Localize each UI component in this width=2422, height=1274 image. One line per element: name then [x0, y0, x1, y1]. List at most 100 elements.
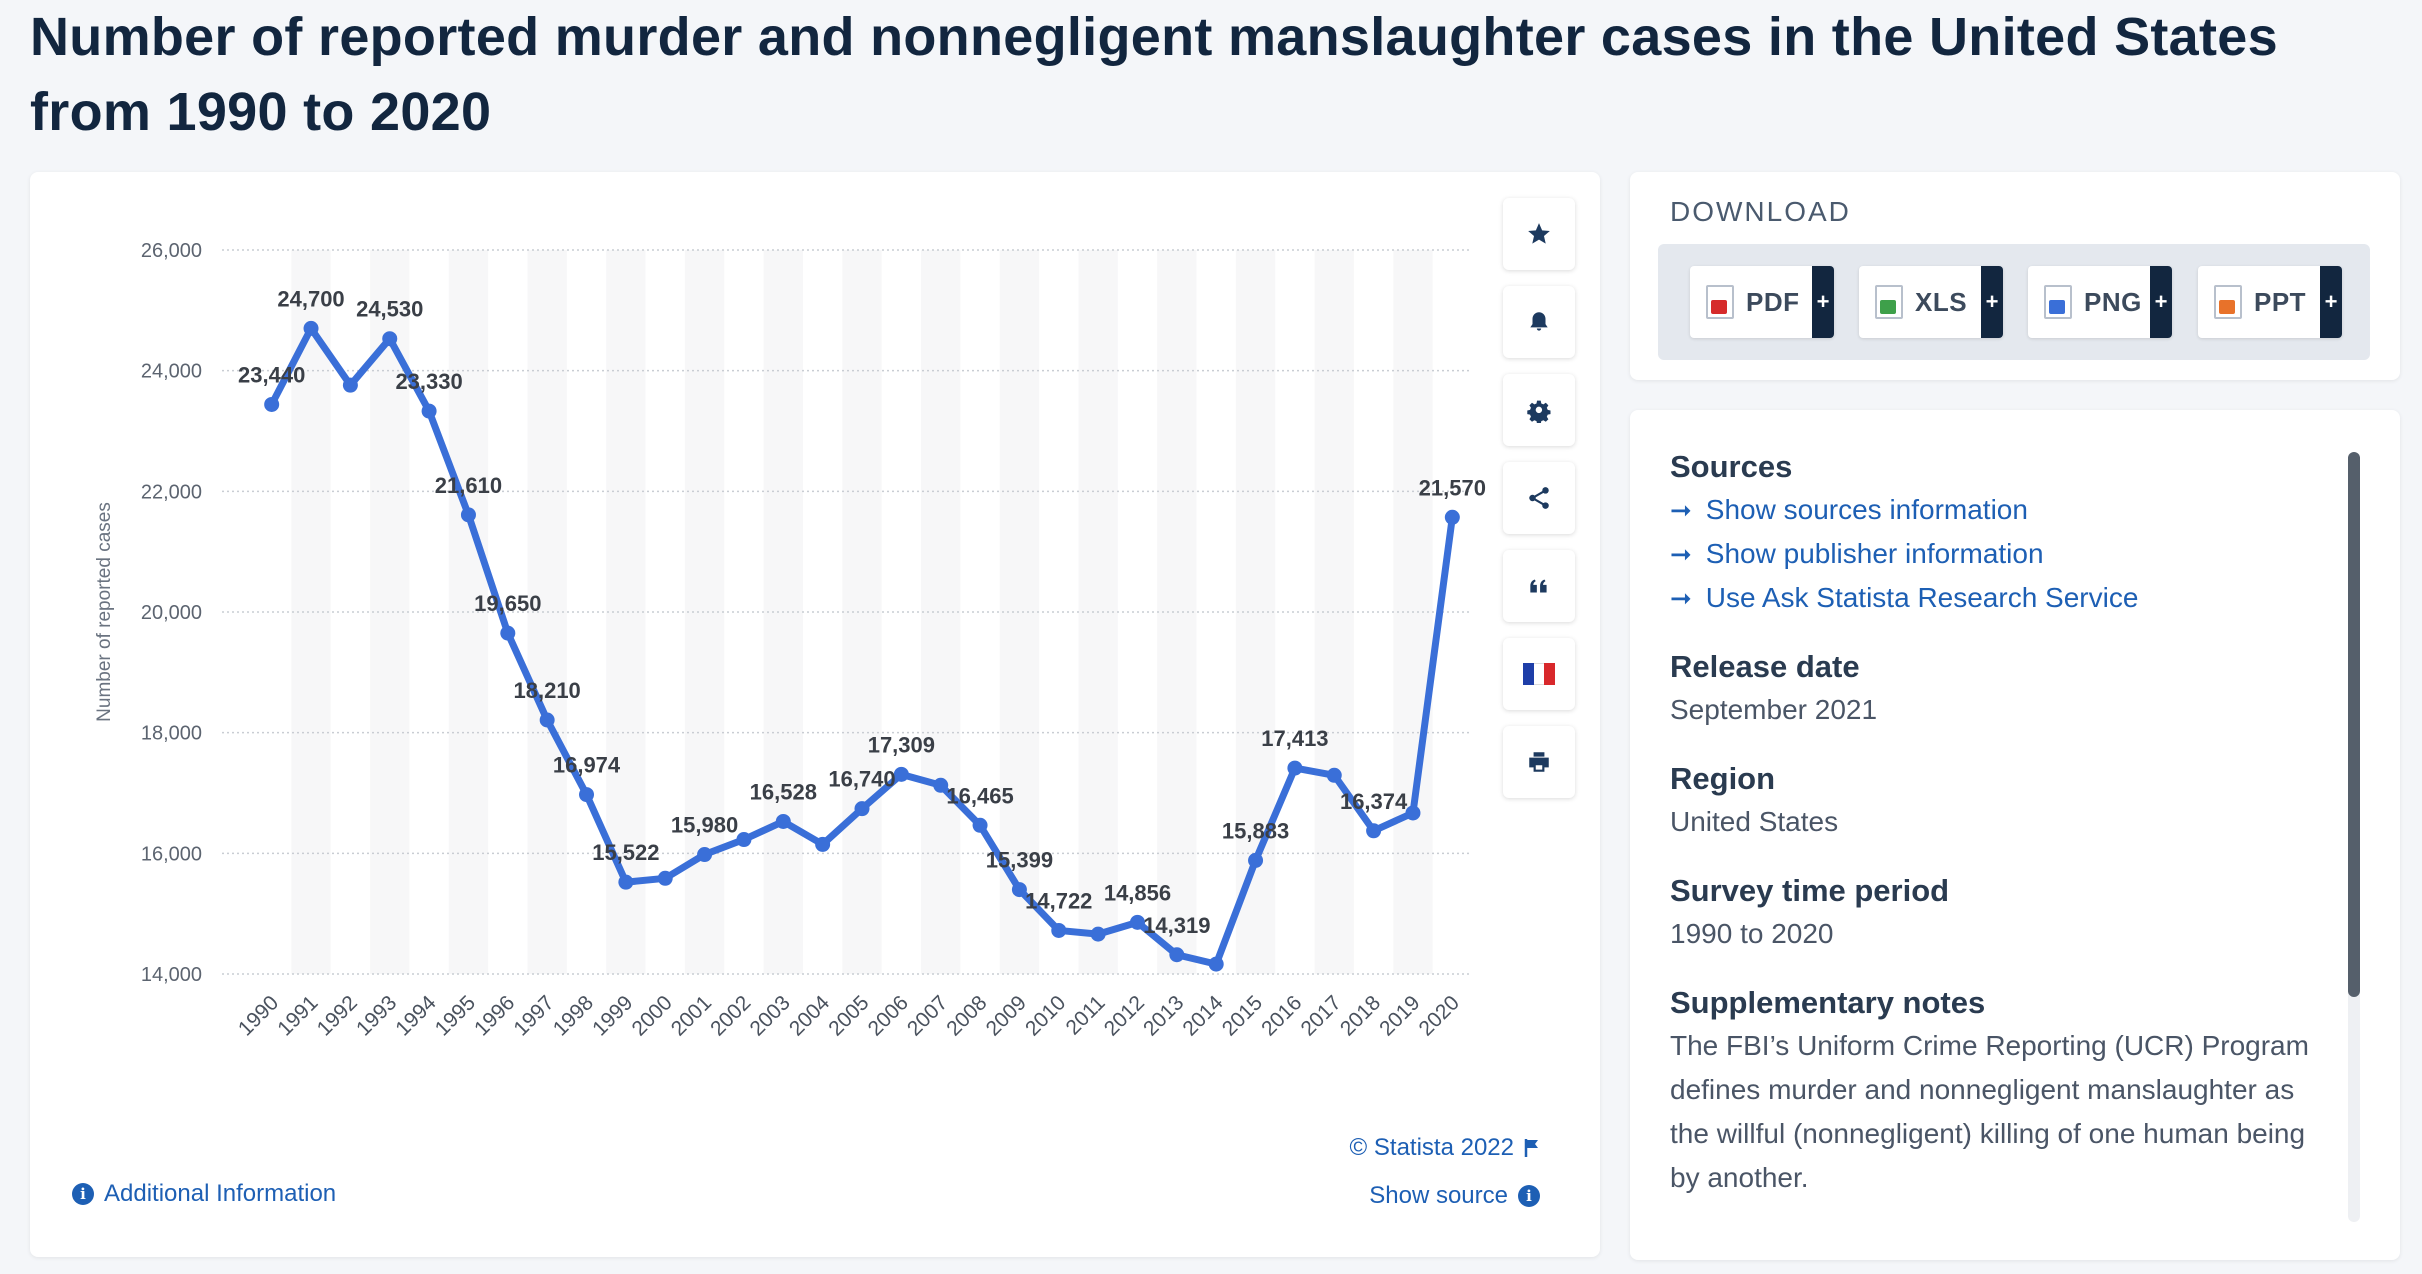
x-tick-label: 2004: [785, 991, 835, 1041]
y-tick-label: 20,000: [141, 602, 202, 624]
x-tick-label: 2019: [1375, 991, 1424, 1040]
x-tick-label: 1992: [313, 991, 362, 1040]
x-tick-label: 2001: [667, 991, 716, 1040]
statista-copyright[interactable]: © Statista 2022: [1350, 1134, 1540, 1162]
x-tick-label: 1997: [509, 991, 558, 1040]
data-label: 15,883: [1222, 818, 1289, 843]
sources-heading: Sources: [1670, 449, 1793, 484]
y-tick-label: 18,000: [141, 723, 202, 745]
download-title: DOWNLOAD: [1670, 196, 1851, 227]
download-xls-label: XLS: [1915, 286, 1968, 317]
download-pdf-label: PDF: [1746, 286, 1800, 317]
data-point: [657, 870, 673, 886]
ask-statista-link[interactable]: ➞ Use Ask Statista Research Service: [1670, 576, 2330, 620]
info-card: Sources ➞ Show sources information ➞ Show …: [1630, 410, 2400, 1260]
supplementary-notes-heading: Supplementary notes: [1670, 985, 1986, 1020]
data-label: 21,570: [1419, 475, 1486, 500]
info-icon: i: [1518, 1185, 1540, 1207]
y-tick-label: 26,000: [141, 240, 202, 262]
y-tick-label: 24,000: [141, 361, 202, 383]
data-point: [972, 817, 988, 833]
data-label: 21,610: [435, 473, 502, 498]
scrollbar-thumb[interactable]: [2348, 452, 2360, 997]
download-pdf-button[interactable]: PDF +: [1690, 266, 1834, 338]
column-band: [921, 250, 961, 974]
gear-icon[interactable]: [1503, 374, 1575, 446]
plus-icon: +: [1981, 266, 2003, 338]
show-source-link[interactable]: Show source i: [1369, 1182, 1540, 1210]
data-label: 23,440: [238, 362, 305, 387]
ppt-file-icon: [2214, 285, 2242, 319]
x-tick-label: 2011: [1061, 991, 1109, 1039]
star-icon[interactable]: [1503, 198, 1575, 270]
arrow-right-icon: ➞: [1670, 583, 1692, 613]
download-png-button[interactable]: PNG +: [2028, 266, 2172, 338]
x-tick-label: 1996: [470, 991, 519, 1040]
data-point: [500, 625, 516, 641]
data-label: 24,530: [356, 297, 423, 322]
data-label: 14,319: [1143, 913, 1210, 938]
data-point: [382, 331, 398, 347]
show-sources-text: Show sources information: [1705, 494, 2028, 525]
data-point: [893, 766, 909, 782]
data-point: [854, 801, 870, 817]
plus-icon: +: [2320, 266, 2342, 338]
supplementary-notes-text: The FBI’s Uniform Crime Reporting (UCR) …: [1670, 1030, 2309, 1193]
survey-period-heading: Survey time period: [1670, 873, 1950, 908]
data-point: [1366, 823, 1382, 839]
data-point: [697, 847, 713, 863]
additional-information-link[interactable]: i Additional Information: [72, 1180, 336, 1208]
data-point: [1248, 852, 1264, 868]
xls-file-icon: [1875, 285, 1903, 319]
y-tick-label: 22,000: [141, 481, 202, 503]
data-label: 24,700: [277, 286, 344, 311]
png-file-icon: [2044, 285, 2072, 319]
data-point: [303, 320, 319, 336]
chart-card: 14,000 16,000 18,000 20,000 22,000 24,000 26,0…: [30, 172, 1600, 1257]
release-date-heading: Release date: [1670, 649, 1860, 684]
data-point: [736, 832, 752, 848]
x-tick-label: 2003: [746, 991, 795, 1040]
x-tick-label: 1994: [391, 991, 441, 1041]
bell-icon[interactable]: [1503, 286, 1575, 358]
data-label: 14,856: [1104, 880, 1171, 905]
x-tick-label: 1991: [273, 991, 322, 1040]
french-flag-icon[interactable]: [1503, 638, 1575, 710]
copyright-text: © Statista 2022: [1349, 1134, 1514, 1161]
share-icon[interactable]: [1503, 462, 1575, 534]
data-label: 19,650: [474, 591, 541, 616]
x-tick-label: 1995: [431, 991, 480, 1040]
data-label: 14,722: [1025, 888, 1092, 913]
release-date-value: September 2021: [1670, 694, 1878, 725]
x-tick-label: 2012: [1100, 991, 1149, 1040]
x-tick-label: 2010: [1021, 991, 1070, 1040]
data-label: 16,974: [553, 753, 621, 778]
x-tick-label: 2005: [824, 991, 873, 1040]
show-publisher-link[interactable]: ➞ Show publisher information: [1670, 532, 2330, 576]
data-label: 17,413: [1261, 726, 1328, 751]
show-sources-link[interactable]: ➞ Show sources information: [1670, 488, 2330, 532]
data-point: [460, 507, 476, 523]
x-tick-label: 2002: [706, 991, 755, 1040]
page-title: Number of reported murder and nonneglige…: [30, 7, 2278, 142]
data-point: [1090, 926, 1106, 942]
data-point: [1011, 882, 1027, 898]
x-tick-label: 2009: [982, 991, 1031, 1040]
download-xls-button[interactable]: XLS +: [1859, 266, 2003, 338]
x-tick-label: 2015: [1218, 991, 1267, 1040]
data-label: 15,980: [671, 813, 738, 838]
x-tick-label: 2018: [1336, 991, 1385, 1040]
show-source-text: Show source: [1369, 1182, 1508, 1209]
x-tick-label: 2017: [1296, 991, 1345, 1040]
quote-icon[interactable]: [1503, 550, 1575, 622]
x-tick-label: 1990: [234, 991, 283, 1040]
data-point: [775, 813, 791, 829]
data-point: [342, 377, 358, 393]
y-tick-label: 16,000: [141, 843, 202, 865]
data-point: [1208, 956, 1224, 972]
x-tick-label: 2013: [1139, 991, 1188, 1040]
print-icon[interactable]: [1503, 726, 1575, 798]
x-tick-label: 2014: [1178, 991, 1228, 1041]
download-ppt-button[interactable]: PPT +: [2198, 266, 2342, 338]
x-tick-label: 1998: [549, 991, 598, 1040]
